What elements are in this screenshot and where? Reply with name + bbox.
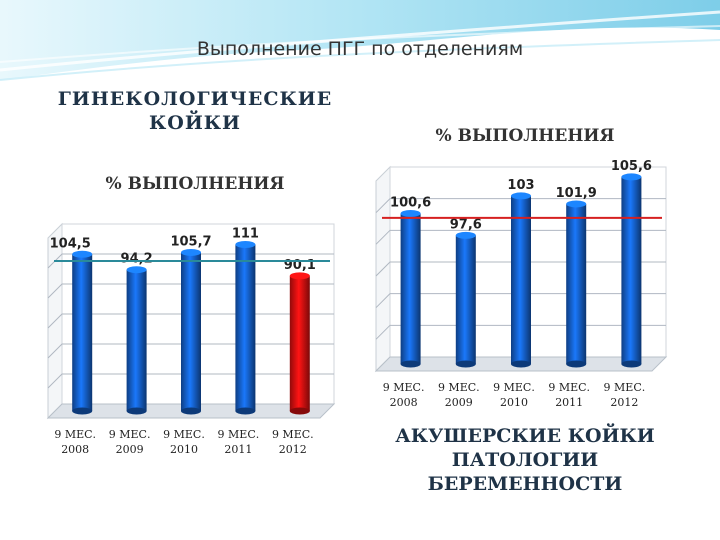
bar-top	[621, 173, 642, 181]
bar-body	[455, 235, 476, 364]
data-label: 103	[507, 178, 534, 193]
category-label: 9 МЕС. 2012	[604, 381, 646, 409]
data-label: 105,7	[170, 234, 211, 249]
category-label: 9 МЕС. 2012	[272, 428, 314, 456]
bar	[181, 248, 201, 415]
bar	[72, 250, 93, 415]
bar-top	[235, 241, 256, 248]
bar-base	[455, 360, 476, 368]
bar-top	[455, 231, 476, 239]
data-label: 94,2	[121, 252, 153, 267]
chart-title: % ВЫПОЛНЕНИЯ	[106, 174, 285, 194]
bar-base	[235, 407, 256, 415]
category-label: 9 МЕС. 2008	[383, 381, 425, 409]
header-banner	[0, 0, 720, 81]
bar-base	[126, 407, 147, 415]
pathology-caption: АКУШЕРСКИЕ КОЙКИ ПАТОЛОГИИ БЕРЕМЕННОСТИ	[370, 425, 680, 496]
bar	[455, 231, 476, 368]
category-label: 9 МЕС. 2011	[548, 381, 590, 409]
bar-base	[72, 407, 93, 415]
data-label: 100,6	[390, 195, 431, 210]
bar-top	[566, 200, 587, 208]
data-label: 104,5	[50, 236, 91, 251]
slide-title: Выполнение ПГГ по отделениям	[196, 38, 524, 60]
gynecology-caption-line2: КОЙКИ	[148, 111, 242, 134]
bar-body	[621, 176, 642, 364]
chart-title: % ВЫПОЛНЕНИЯ	[436, 126, 615, 146]
bar-base	[289, 407, 310, 415]
bar-top	[126, 266, 147, 274]
bar	[400, 209, 421, 368]
bar-body	[566, 203, 587, 364]
bar	[289, 272, 310, 415]
bar-body	[235, 244, 256, 411]
category-label: 9 МЕС. 2010	[163, 428, 205, 456]
gynecology-caption-line1: ГИНЕКОЛОГИЧЕСКИЕ	[57, 88, 333, 110]
bar	[126, 266, 147, 415]
pathology-caption-line1: АКУШЕРСКИЕ КОЙКИ	[395, 425, 655, 447]
bar	[566, 200, 587, 368]
data-label: 105,6	[611, 159, 652, 174]
bar-body	[289, 275, 310, 411]
bar-base	[511, 360, 531, 368]
bar	[511, 192, 531, 368]
data-label: 111	[232, 227, 259, 242]
bar-top	[72, 250, 93, 258]
bar	[621, 173, 642, 368]
bar-top	[289, 272, 310, 280]
gynecology-chart: % ВЫПОЛНЕНИЯ 104,5 9 МЕС. 2008 94,2 9 МЕС. 200…	[46, 174, 336, 456]
bar	[235, 241, 256, 415]
bar-top	[511, 192, 531, 200]
bar-body	[181, 252, 201, 411]
pathology-caption-line3: БЕРЕМЕННОСТИ	[427, 472, 623, 495]
bar-body	[511, 195, 531, 364]
pathology-chart: % ВЫПОЛНЕНИЯ 100,6 9 МЕС. 2008 97,6 9 МЕС. 200…	[374, 126, 668, 409]
bar-base	[181, 407, 201, 415]
pathology-caption-line2: ПАТОЛОГИИ	[451, 448, 599, 471]
bar-body	[126, 269, 147, 411]
data-label: 101,9	[556, 186, 597, 201]
category-label: 9 МЕС. 2008	[54, 428, 96, 456]
bar-body	[400, 213, 421, 364]
bar-base	[621, 360, 642, 368]
bar-top	[400, 209, 421, 217]
gynecology-caption: ГИНЕКОЛОГИЧЕСКИЕ КОЙКИ	[40, 88, 350, 136]
category-label: 9 МЕС. 2010	[493, 381, 535, 409]
category-label: 9 МЕС. 2009	[109, 428, 151, 456]
category-label: 9 МЕС. 2009	[438, 381, 480, 409]
bar-body	[72, 254, 93, 411]
bar-base	[566, 360, 587, 368]
bar-top	[181, 248, 201, 256]
bar-base	[400, 360, 421, 368]
category-label: 9 МЕС. 2011	[218, 428, 260, 456]
data-label: 97,6	[450, 217, 482, 232]
gridline	[375, 198, 666, 214]
